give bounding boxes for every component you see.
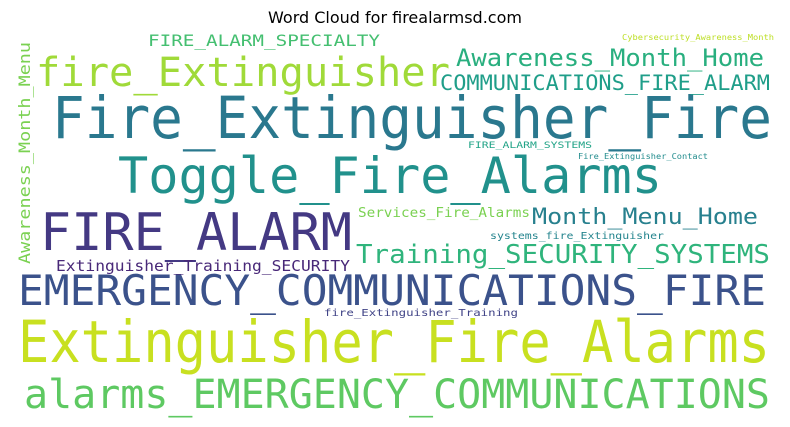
cloud-word: fire_Extinguisher_Training: [324, 308, 518, 319]
cloud-word: EMERGENCY_COMMUNICATIONS_FIRE: [18, 266, 766, 315]
cloud-word: Services_Fire_Alarms: [358, 206, 530, 221]
cloud-word: Training_SECURITY_SYSTEMS: [356, 240, 770, 270]
cloud-word: Awareness_Month_Home: [456, 44, 764, 72]
cloud-word: Cybersecurity_Awareness_Month: [622, 33, 774, 42]
cloud-word: FIRE_ALARM: [40, 203, 352, 263]
cloud-word: Extinguisher_Training_SECURITY: [56, 257, 350, 275]
cloud-word: alarms_EMERGENCY_COMMUNICATIONS: [24, 372, 770, 418]
cloud-word: FIRE_ALARM_SPECIALTY: [148, 31, 380, 50]
cloud-word: Fire_Extinguisher_Fire: [52, 84, 772, 152]
cloud-word: Toggle_Fire_Alarms: [118, 147, 662, 205]
chart-title: Word Cloud for firealarmsd.com: [268, 8, 522, 27]
cloud-word: FIRE_ALARM_SYSTEMS: [468, 141, 592, 151]
cloud-word: systems_fire_Extinguisher: [490, 231, 664, 242]
cloud-word: Month_Menu_Home: [532, 205, 758, 230]
cloud-word: Extinguisher_Fire_Alarms: [18, 308, 770, 376]
cloud-word: Awareness_Month_Menu: [15, 42, 34, 264]
cloud-word: Fire_Extinguisher_Contact: [578, 152, 708, 161]
cloud-word: COMMUNICATIONS_FIRE_ALARM: [440, 71, 770, 95]
cloud-word: fire_Extinguisher: [36, 50, 450, 96]
